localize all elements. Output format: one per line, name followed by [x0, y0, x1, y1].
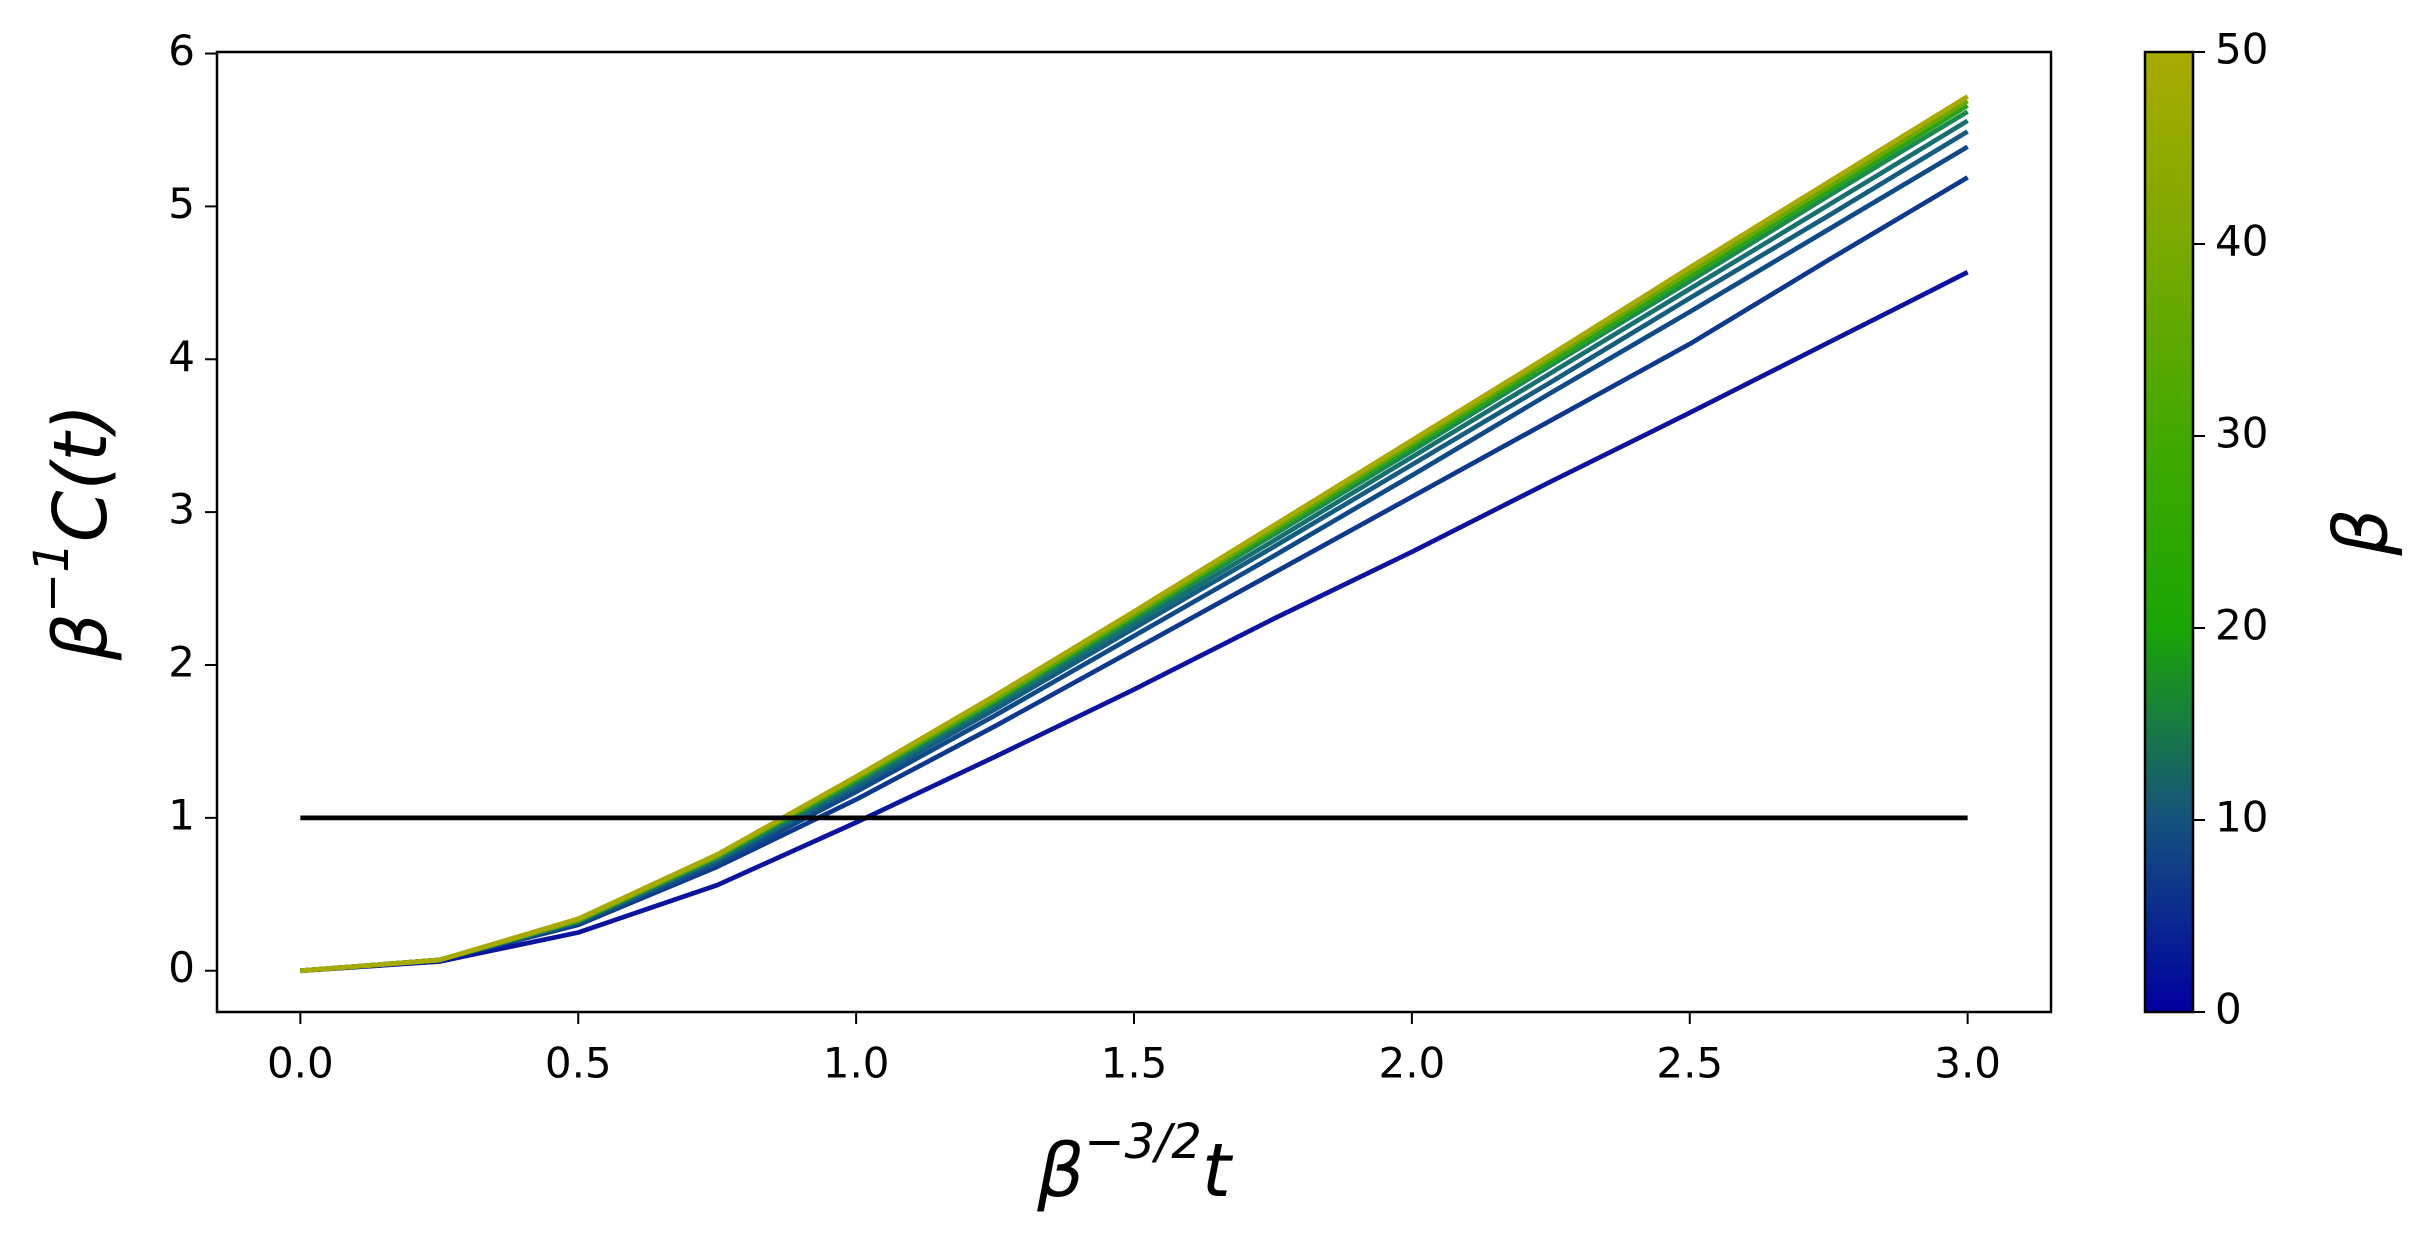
- y-tick-label: 3: [168, 485, 195, 534]
- y-label-rest: C(t): [38, 404, 124, 542]
- x-tick-label: 3.0: [1934, 1039, 2001, 1088]
- y-tick-label: 1: [168, 790, 195, 839]
- x-tick-label: 0.5: [545, 1039, 612, 1088]
- plot-frame: [215, 50, 2053, 1014]
- y-tick-label: 0: [168, 943, 195, 992]
- series-line: [300, 270, 1969, 974]
- colorbar-tick-label: 20: [2215, 601, 2268, 650]
- y-tick-label: 5: [168, 179, 195, 228]
- colorbar-tick-label: 0: [2215, 985, 2242, 1034]
- colorbar-tick-label: 50: [2215, 25, 2268, 74]
- colorbar-label: β: [2319, 508, 2405, 556]
- colorbar: [2143, 50, 2195, 1014]
- x-tick-label: 1.5: [1101, 1039, 1168, 1088]
- y-axis-label: β−1C(t): [24, 404, 124, 661]
- colorbar-tick-label: 40: [2215, 217, 2268, 266]
- x-tick-label: 0.0: [267, 1039, 334, 1088]
- y-tick-label: 4: [168, 332, 195, 381]
- colorbar-tick-label: 30: [2215, 409, 2268, 458]
- x-tick-label: 1.0: [823, 1039, 890, 1088]
- series-line: [300, 103, 1969, 974]
- series-line: [300, 94, 1969, 974]
- x-label-rest: t: [1202, 1128, 1234, 1214]
- y-label-base: β: [38, 613, 124, 661]
- x-label-sup: −3/2: [1084, 1114, 1201, 1170]
- x-tick-label: 2.5: [1656, 1039, 1723, 1088]
- y-label-sup: −1: [24, 542, 80, 613]
- colorbar-tick-label: 10: [2215, 793, 2268, 842]
- x-label-base: β: [1036, 1128, 1084, 1214]
- y-tick-label: 2: [168, 637, 195, 686]
- x-tick-label: 2.0: [1378, 1039, 1445, 1088]
- series-line: [300, 98, 1969, 974]
- series-line: [300, 109, 1969, 974]
- x-axis-label: β−3/2t: [1036, 1114, 1234, 1214]
- y-tick-label: 6: [168, 26, 195, 75]
